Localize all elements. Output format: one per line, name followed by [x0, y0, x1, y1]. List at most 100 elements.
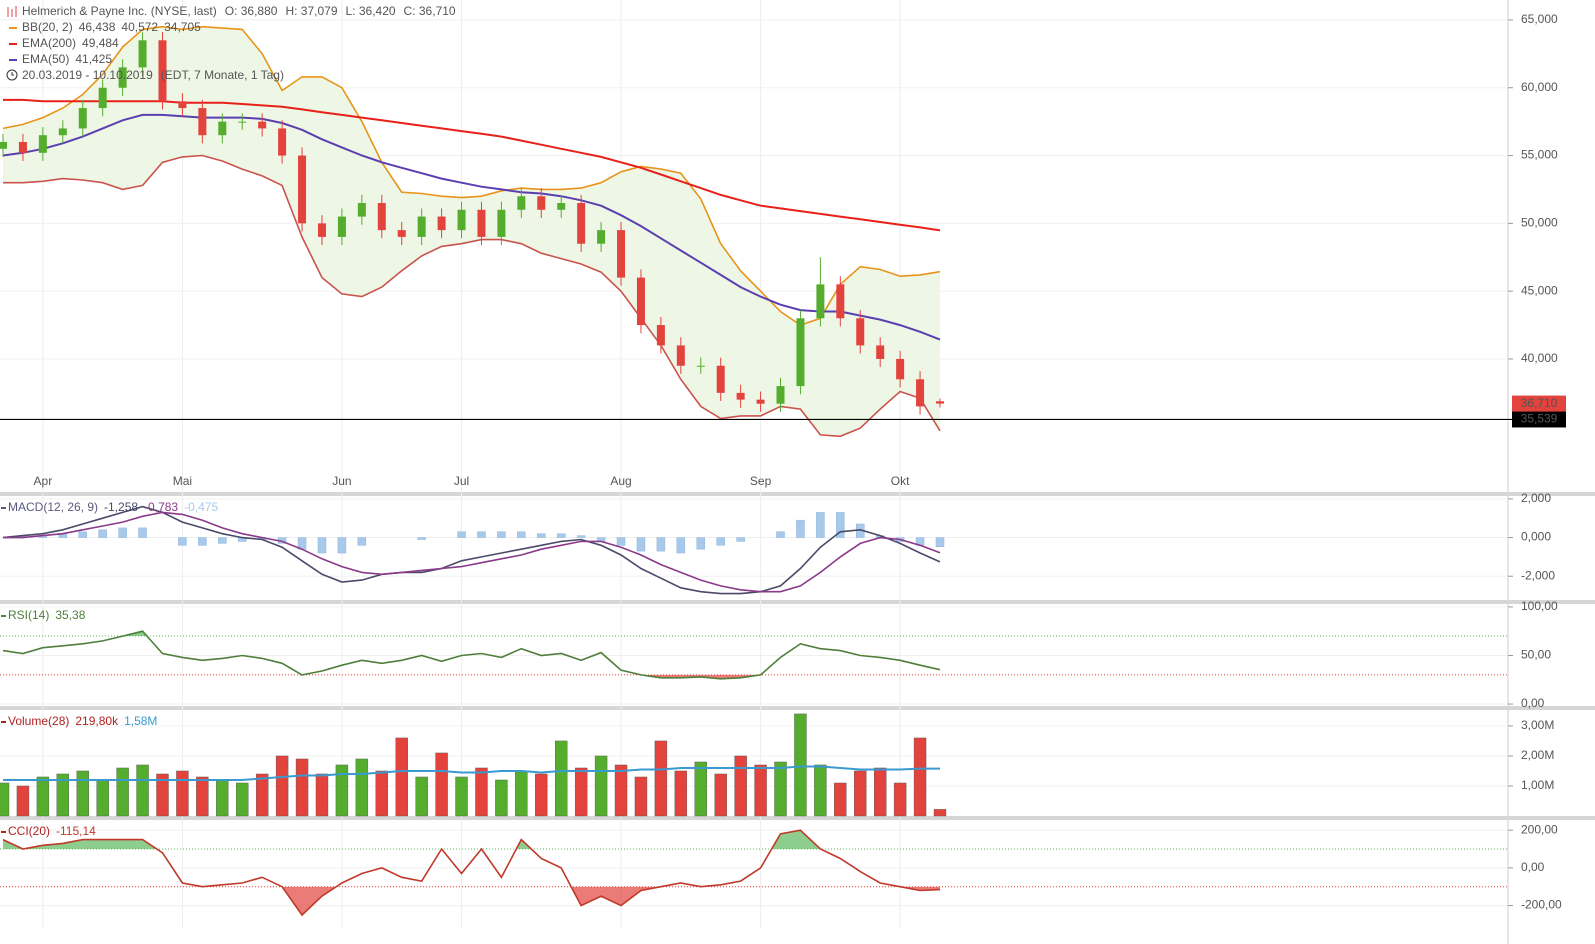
line: [3, 511, 941, 593]
volume-bar: [315, 773, 329, 817]
y-tick-label: 2,00M: [1521, 748, 1554, 762]
candle-body: [796, 318, 805, 387]
legend-value: 46,438: [79, 20, 116, 34]
volume-bar: [295, 758, 309, 817]
price-badge: [1512, 395, 1566, 412]
volume-bar: [873, 767, 887, 817]
volume-bar: [96, 779, 109, 817]
candle-body: [218, 121, 227, 136]
volume-bar: [236, 782, 249, 817]
candle-body: [656, 325, 665, 346]
y-tick-label: 3,00M: [1521, 718, 1554, 732]
price-badge-label: 35,539: [1521, 412, 1558, 426]
candle-body: [816, 284, 825, 319]
volume-bar: [76, 770, 89, 817]
volume-bar: [535, 773, 548, 817]
candle-body: [617, 230, 626, 278]
y-tick-label: 200,00: [1521, 822, 1558, 836]
histogram-bar: [497, 531, 506, 538]
legend-value: 40,572: [121, 20, 158, 34]
volume-bar: [893, 782, 907, 817]
candle-body: [836, 284, 845, 319]
legend-value: 1,58M: [124, 714, 157, 728]
candle-body: [557, 203, 566, 210]
volume-bar: [395, 737, 408, 817]
volume-bar: [156, 773, 169, 817]
volume-bar: [714, 773, 727, 817]
price-badge: [1512, 411, 1566, 428]
symbol-icon: [7, 6, 17, 17]
legend-value: -115,14: [56, 824, 96, 838]
candle-body: [876, 345, 885, 359]
level-fill: [3, 830, 821, 850]
volume-bar: [196, 776, 209, 817]
histogram-bar: [796, 519, 805, 538]
volume-bar: [415, 776, 428, 817]
histogram-bar: [517, 531, 526, 538]
legend: 20.03.2019 - 10.10.2019 (EDT, 7 Monate, 1…: [22, 68, 284, 82]
candle-body: [58, 128, 67, 136]
legend-title: CCI(20): [8, 824, 50, 838]
legend-title: EMA(50): [22, 52, 69, 66]
legend: EMA(200) 49,484: [22, 36, 119, 50]
volume-bar: [814, 764, 827, 817]
legend-value: -0,783: [144, 500, 178, 514]
candle-body: [696, 365, 705, 367]
candle-body: [377, 203, 386, 231]
candle-body: [18, 141, 27, 153]
legend-value: 219,80k: [75, 714, 119, 728]
volume-bar: [375, 770, 388, 817]
legend-value: 49,484: [82, 36, 119, 50]
histogram-bar: [178, 537, 187, 546]
x-tick-label: Sep: [750, 474, 772, 488]
band-fill: [3, 26, 940, 437]
histogram-bar: [776, 531, 785, 538]
x-tick-label: Mai: [173, 474, 192, 488]
x-tick-label: Apr: [34, 474, 53, 488]
date-range: 20.03.2019 - 10.10.2019: [22, 68, 153, 82]
ohlc-label: C: 36,710: [404, 4, 456, 18]
ohlc-label: H: 37,079: [285, 4, 337, 18]
line: [3, 765, 940, 781]
candle-body: [736, 392, 745, 400]
y-tick-label: 2,000: [1521, 491, 1551, 505]
candle-body: [896, 358, 905, 380]
icon-part: [6, 69, 18, 81]
y-tick-label: -200,00: [1521, 898, 1562, 912]
volume-bar: [275, 755, 289, 817]
legend-title: EMA(200): [22, 36, 76, 50]
level-fill: [3, 674, 940, 679]
candle-body: [317, 223, 326, 237]
clock-icon: [6, 69, 18, 81]
volume-bar: [36, 776, 50, 817]
y-tick-label: 50,000: [1521, 216, 1558, 230]
legend-value: -0,475: [184, 500, 218, 514]
candle-body: [457, 209, 466, 231]
volume-bar: [634, 776, 648, 817]
legend-value: -1,258: [104, 500, 138, 514]
candle-body: [417, 216, 426, 237]
x-tick-label: Aug: [610, 474, 631, 488]
volume-bar: [774, 761, 787, 817]
legend: Volume(28) 219,80k 1,58M: [8, 714, 157, 728]
legend-title: MACD(12, 26, 9): [8, 500, 98, 514]
histogram-bar: [98, 529, 107, 538]
volume-bar: [754, 764, 767, 817]
candle-body: [477, 209, 486, 237]
legend-value: 41,425: [75, 52, 112, 66]
date-note: (EDT, 7 Monate, 1 Tag): [161, 68, 284, 82]
histogram-bar: [138, 527, 147, 538]
icon-part: [11, 72, 14, 76]
histogram-bar: [537, 533, 546, 538]
x-tick-label: Okt: [891, 474, 910, 488]
volume-bar: [435, 752, 448, 817]
candle-body: [158, 40, 167, 102]
y-tick-label: 0,000: [1521, 530, 1551, 544]
volume-bar: [913, 737, 927, 817]
candle-body: [676, 345, 685, 366]
line: [2, 829, 941, 917]
histogram-bar: [676, 537, 686, 554]
histogram-bar: [118, 527, 127, 538]
volume-bar: [614, 764, 628, 817]
volume-bar: [216, 779, 229, 817]
